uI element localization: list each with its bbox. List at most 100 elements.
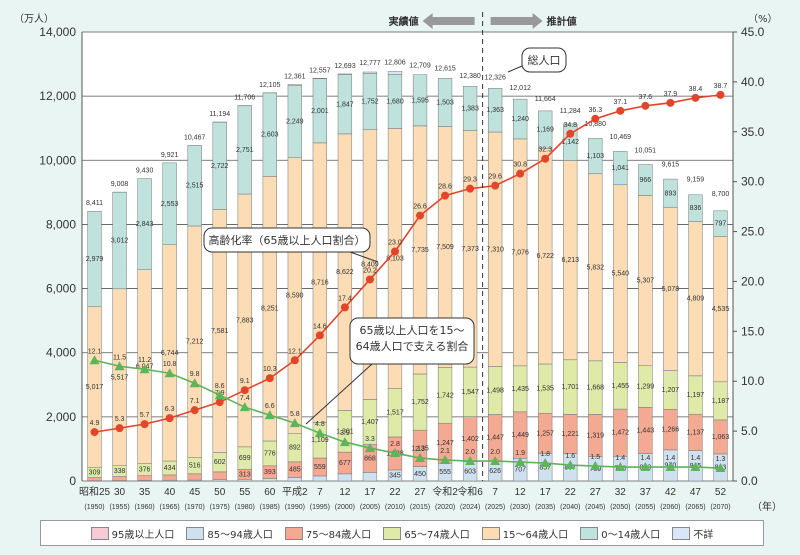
x-tick-year: (1960) <box>134 504 154 511</box>
bar-label-p0: 1,847 <box>336 101 354 108</box>
y-tick-left: 8,000 <box>46 217 76 231</box>
bar-segment-unk <box>287 84 302 86</box>
aging-rate-point <box>140 420 149 429</box>
bar-label-p65: 602 <box>214 459 226 466</box>
bar-segment-p0 <box>538 110 553 149</box>
aging-rate-point <box>290 356 299 365</box>
total-label: 10,880 <box>585 121 607 128</box>
bar-segment-p0 <box>613 151 628 186</box>
bar-label-p65: 1,109 <box>311 437 329 444</box>
bar-label-p0: 1,169 <box>536 127 554 134</box>
aging-rate-label: 5.7 <box>140 412 150 419</box>
bar-label-p15: 5,017 <box>86 384 104 391</box>
x-tick-year: (2045) <box>585 504 605 511</box>
x-tick-year: (2035) <box>535 504 555 511</box>
aging-rate-label: 29.6 <box>488 174 502 181</box>
total-label: 12,361 <box>284 74 306 81</box>
support-callout-text: 64歳人口で支える割合 <box>356 339 469 353</box>
y-tick-right: 25.0 <box>741 225 765 239</box>
bar-segment-p85 <box>362 472 378 482</box>
aging-rate-point <box>591 114 600 123</box>
support-ratio-label: 12.1 <box>88 348 102 355</box>
legend-item: 95歳以上人口 <box>90 526 174 541</box>
bar-segment-p0 <box>688 194 703 222</box>
bar-label-p0: 1,752 <box>361 99 379 106</box>
bar-label-p15: 6,213 <box>561 257 579 264</box>
bar-label-p75: 1,135 <box>411 445 429 452</box>
bar-label-p65: 1,207 <box>662 387 680 394</box>
total-label: 12,380 <box>459 73 481 80</box>
support-ratio-label: 2.8 <box>390 441 400 448</box>
support-ratio-label: 4.8 <box>315 421 325 428</box>
aging-rate-label: 9.1 <box>240 378 250 385</box>
aging-rate-point <box>215 398 224 407</box>
bar-label-p0: 966 <box>640 177 652 184</box>
bar-segment-p0 <box>588 138 603 175</box>
bar-label-p65: 1,668 <box>587 385 605 392</box>
support-ratio-label: 3.3 <box>365 436 375 443</box>
legend-label: 85～94歳人口 <box>207 529 273 541</box>
support-ratio-line <box>94 359 721 469</box>
x-tick-year: (2005) <box>360 504 380 511</box>
bar-label-p75: 1,266 <box>662 427 680 434</box>
bar-segment-p0 <box>713 210 728 237</box>
bar-segment-p0 <box>87 210 102 308</box>
bar-label-p65: 699 <box>239 455 251 462</box>
aging-rate-label: 37.9 <box>664 91 678 98</box>
bar-label-p0: 1,595 <box>411 97 429 104</box>
support-ratio-point <box>264 410 275 420</box>
bar-label-p75: 1,257 <box>536 430 554 437</box>
total-label: 12,012 <box>509 85 531 92</box>
support-ratio-label: 1.9 <box>515 450 525 457</box>
support-ratio-point <box>465 456 476 466</box>
bar-label-p0: 2,001 <box>311 108 329 115</box>
x-tick-era: 47 <box>690 487 702 498</box>
x-tick-era: 22 <box>565 487 577 498</box>
support-ratio-label: 3.9 <box>340 430 350 437</box>
aging-rate-label: 12.1 <box>288 348 302 355</box>
total-label: 12,709 <box>409 62 431 69</box>
x-tick-year: (1955) <box>109 504 129 511</box>
x-tick-year: (2025) <box>485 504 505 511</box>
bar-segment-p0 <box>487 88 503 133</box>
bar-label-p85: 603 <box>464 468 476 475</box>
bar-label-p0: 1,363 <box>486 107 504 114</box>
legend-swatch <box>481 526 500 540</box>
total-label: 10,467 <box>184 134 206 141</box>
x-tick-era: 12 <box>339 487 351 498</box>
support-ratio-point <box>139 364 150 374</box>
lines: 4.95.35.76.37.17.99.110.312.114.617.420.… <box>88 83 727 473</box>
bar-segment-unk <box>362 71 378 74</box>
x-tick-year: (2030) <box>510 504 530 511</box>
legend-item: 不詳 <box>672 526 713 541</box>
bar-label-p15: 6,744 <box>161 350 179 357</box>
bar-label-p75: 1,443 <box>637 428 655 435</box>
bar-label-p15: 7,373 <box>461 246 479 253</box>
bar-label-p85: 345 <box>389 472 401 479</box>
aging-rate-point <box>340 303 349 312</box>
bar-label-p15: 6,722 <box>536 253 554 260</box>
bar-segment-p75 <box>187 473 202 481</box>
bar-segment-unk <box>387 71 403 75</box>
support-ratio-point <box>89 355 100 365</box>
x-tick-year: (2050) <box>610 504 630 511</box>
bar-segment-p75 <box>212 471 227 480</box>
support-ratio-label: 1.5 <box>590 454 600 461</box>
bar-label-p15: 8,622 <box>336 269 354 276</box>
support-ratio-point <box>389 448 400 458</box>
bar-label-p15: 7,310 <box>486 246 504 253</box>
bar-label-p65: 1,455 <box>612 383 630 390</box>
support-ratio-point <box>415 453 426 463</box>
bar-label-p15: 7,883 <box>236 317 254 324</box>
total-callout-pointer <box>507 65 523 73</box>
aging-rate-label: 7.1 <box>190 398 200 405</box>
total-callout-box <box>521 47 567 73</box>
legend-swatch <box>186 526 205 540</box>
bar-segment-p85 <box>312 475 328 482</box>
bar-label-p0: 1,041 <box>612 165 630 172</box>
total-label: 11,284 <box>560 108 581 115</box>
bar-label-p0: 2,979 <box>86 256 104 263</box>
support-callout-text: 65歳以上人口を15～ <box>360 324 465 337</box>
bar-label-p75: 1,402 <box>461 436 479 443</box>
y-tick-right: 20.0 <box>741 274 765 288</box>
